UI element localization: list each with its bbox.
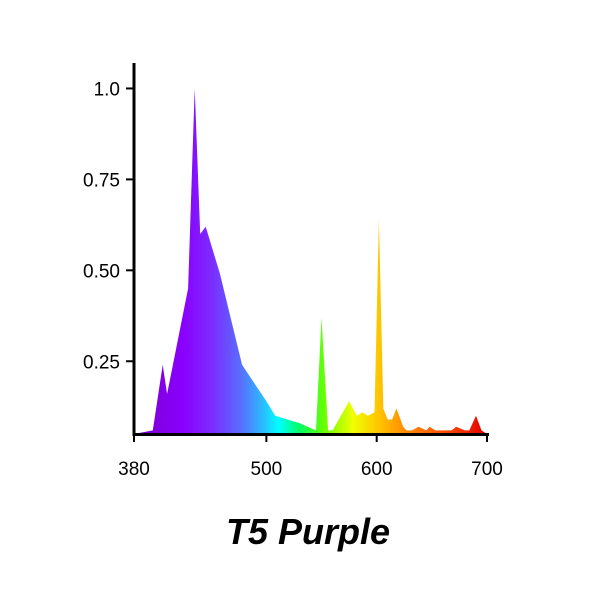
y-tick-label: 1.0 bbox=[94, 79, 120, 100]
chart-title: T5 Purple bbox=[226, 511, 390, 552]
x-tick-label: 700 bbox=[471, 459, 503, 480]
y-tick-label: 0.25 bbox=[83, 352, 120, 373]
x-tick-label: 600 bbox=[361, 459, 393, 480]
y-axis-ticks: 0.25 0.50 0.75 1.0 bbox=[83, 79, 134, 373]
spectrum-area bbox=[134, 88, 487, 434]
x-axis-ticks: 380 500 600 700 bbox=[118, 434, 503, 480]
x-tick-label: 500 bbox=[251, 459, 283, 480]
y-tick-label: 0.50 bbox=[83, 261, 120, 282]
x-tick-label: 380 bbox=[118, 459, 150, 480]
y-tick-label: 0.75 bbox=[83, 170, 120, 191]
